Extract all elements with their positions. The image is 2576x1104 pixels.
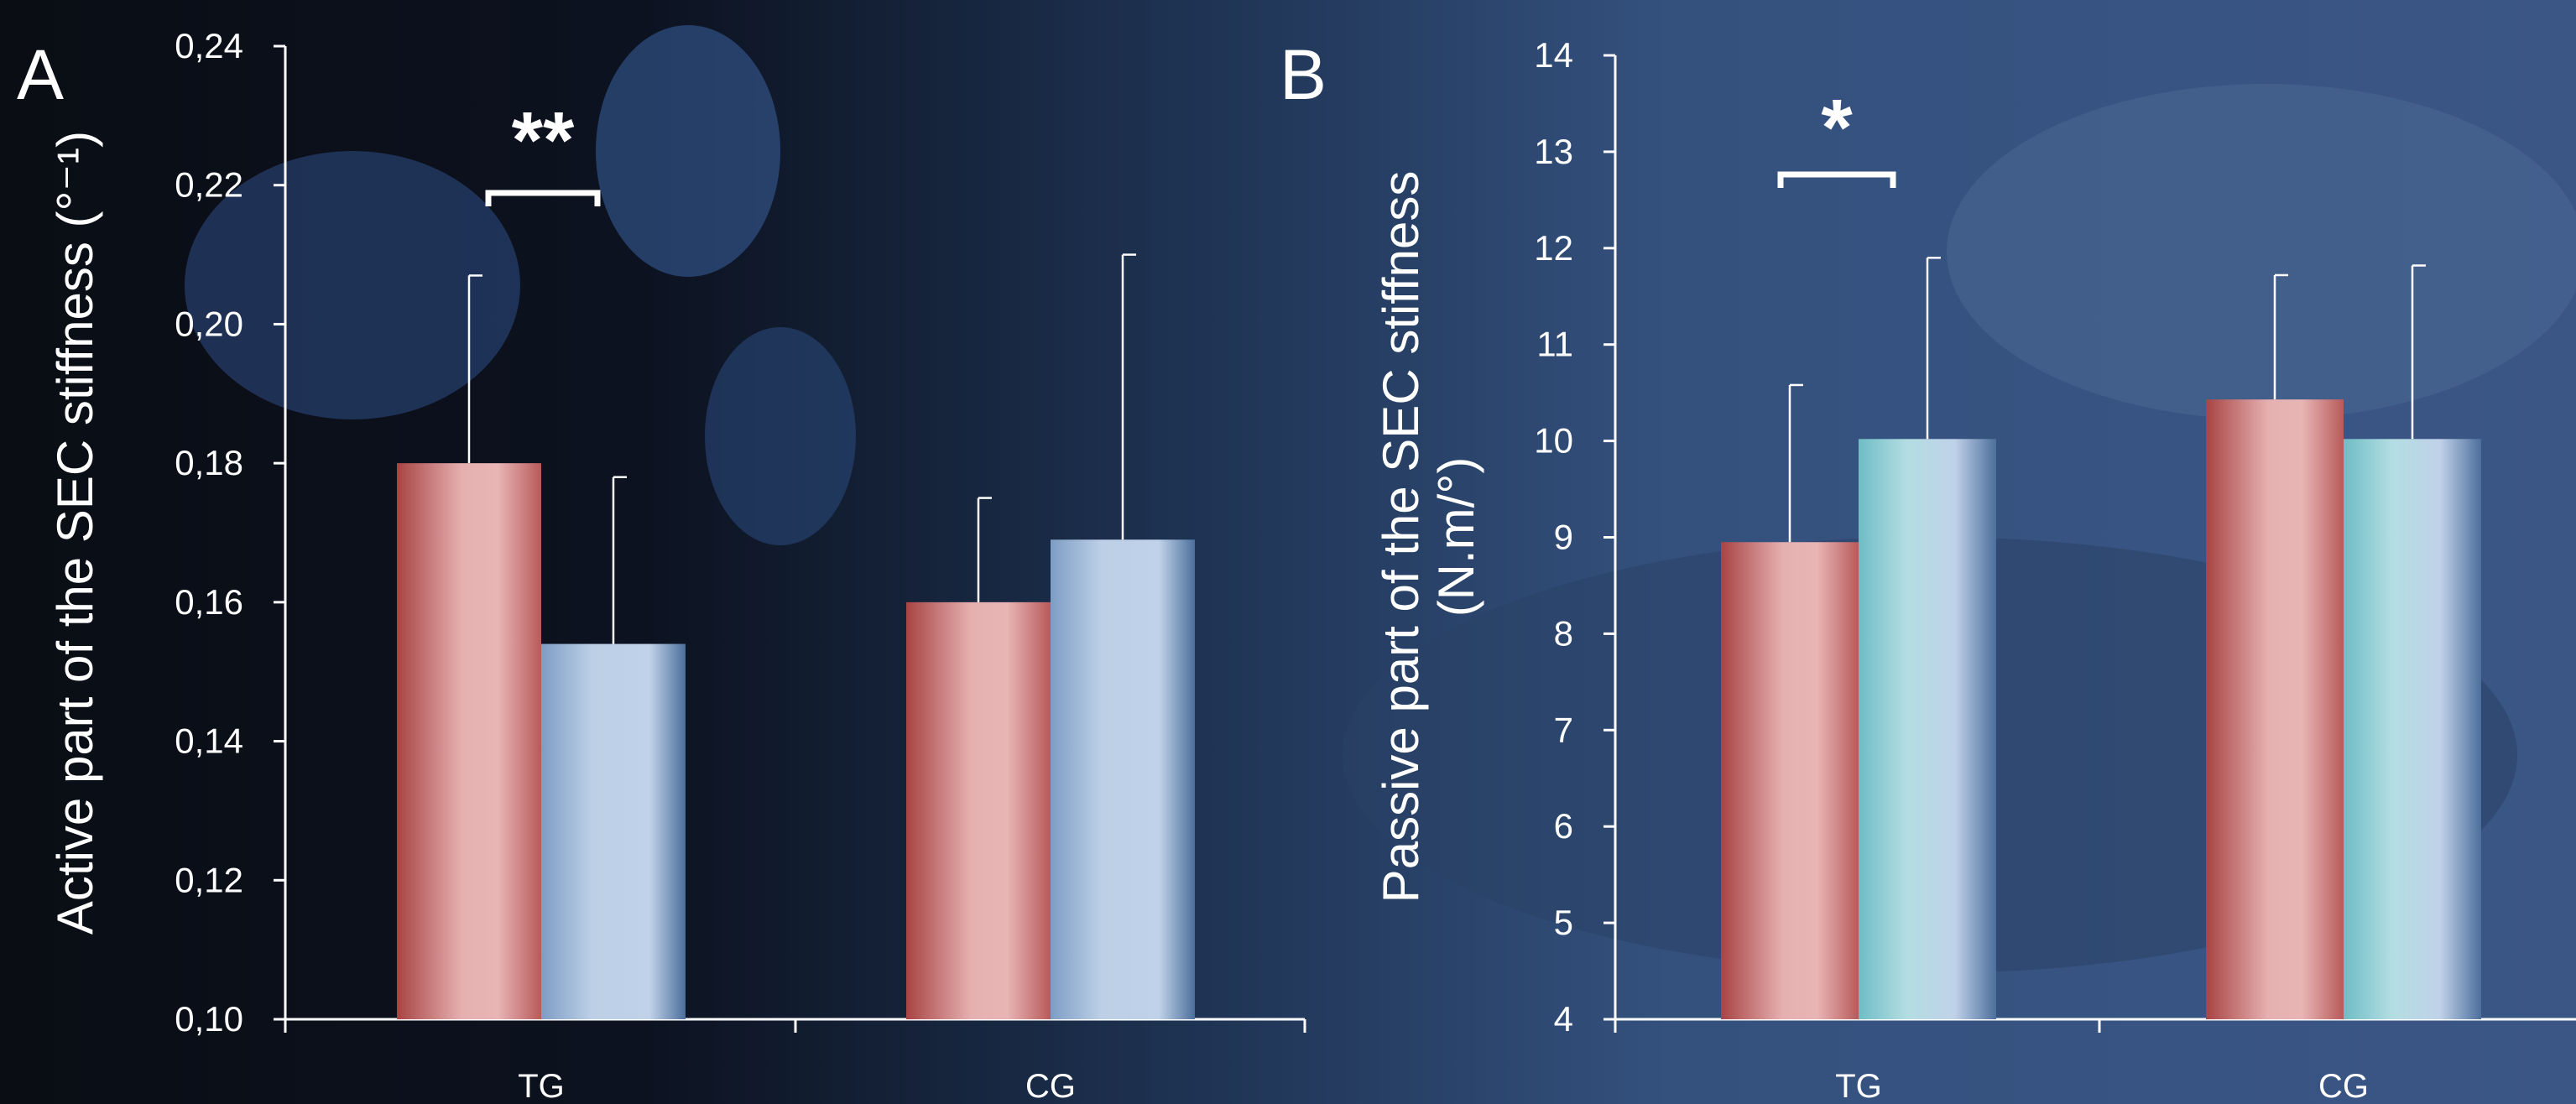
y-axis-title-group: Active part of the SEC stiffness (°⁻¹)	[47, 131, 103, 935]
y-tick-label: 0,18	[175, 443, 243, 482]
y-tick-label: 12	[1534, 228, 1573, 268]
y-tick-label: 14	[1534, 35, 1573, 75]
x-category-label: CG	[1025, 1068, 1076, 1104]
significance-bracket	[485, 190, 601, 206]
y-tick-label: 4	[1554, 999, 1573, 1039]
bar	[1721, 542, 1859, 1019]
significance-label: **	[512, 96, 575, 185]
y-tick-label: 7	[1554, 710, 1573, 749]
x-category-label: CG	[2318, 1068, 2369, 1104]
y-tick-label: 0,14	[175, 721, 243, 761]
y-tick-label: 5	[1554, 903, 1573, 942]
bar	[541, 643, 686, 1019]
y-axis-title-line2: (N.m/°)	[1428, 457, 1484, 617]
x-category-label: TG	[518, 1068, 565, 1104]
bar	[2344, 439, 2481, 1019]
y-tick-label: 6	[1554, 806, 1573, 846]
bar	[2206, 399, 2344, 1019]
bar	[397, 463, 541, 1019]
y-tick-label: 0,24	[175, 26, 243, 65]
bar	[906, 601, 1051, 1019]
significance-label: *	[1821, 83, 1853, 173]
y-tick-label: 9	[1554, 518, 1573, 557]
y-tick-label: 0,10	[175, 999, 243, 1039]
y-axis-title-group: Passive part of the SEC stiffness (N.m/°)	[1373, 171, 1484, 904]
panel-a: A 0,10 0,12 0,14 0,16 0,18 0,20 0,22 0,24 Active …	[17, 26, 1306, 1104]
panel-b: B 4 5 6 7 8 9 10 11 12 13 14 Passive part of the SEC…	[1280, 35, 2576, 1104]
significance-bracket	[1777, 171, 1896, 188]
panel-letter: A	[17, 35, 64, 114]
y-tick-label: 11	[1536, 325, 1573, 364]
bar	[1859, 439, 1996, 1019]
y-axis-title: Passive part of the SEC stiffness	[1373, 171, 1429, 904]
y-tick-label: 10	[1534, 421, 1573, 461]
y-axis-title: Active part of the SEC stiffness (°⁻¹)	[47, 131, 103, 935]
y-tick-label: 13	[1534, 132, 1573, 171]
bar	[1051, 539, 1195, 1019]
panel-letter: B	[1280, 35, 1327, 114]
y-tick-label: 0,12	[175, 860, 243, 899]
x-category-label: TG	[1835, 1068, 1882, 1104]
y-tick-label: 0,16	[175, 582, 243, 622]
y-tick-label: 0,22	[175, 165, 243, 205]
y-tick-label: 8	[1554, 613, 1573, 653]
y-tick-label: 0,20	[175, 304, 243, 343]
